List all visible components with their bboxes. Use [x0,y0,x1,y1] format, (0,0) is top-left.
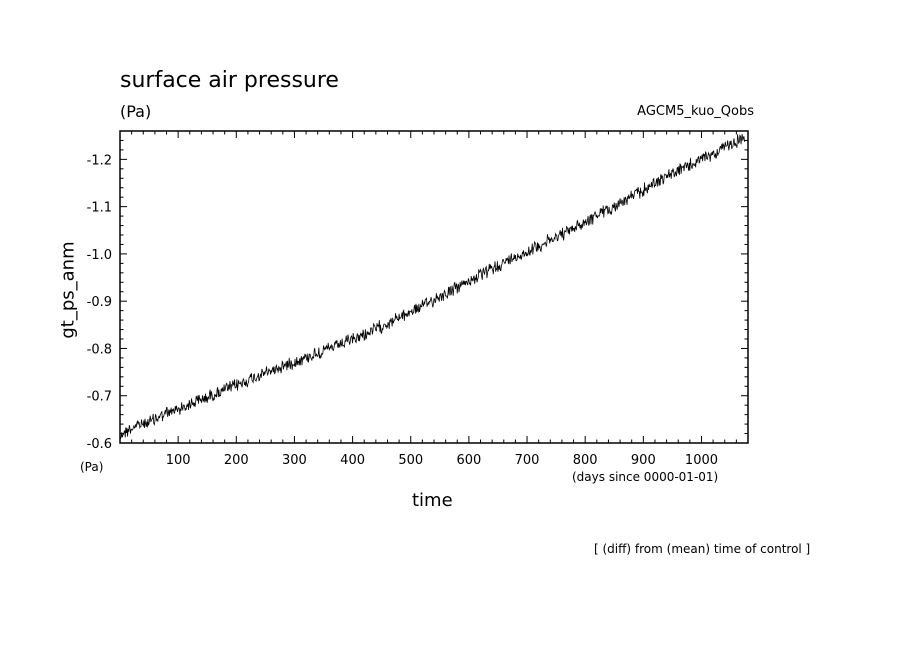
y-tick-label: -0.8 [87,342,112,357]
y-tick-label: -1.0 [87,248,112,263]
chart-title: surface air pressure [120,68,339,93]
series-line [119,134,746,440]
y-tick-label: -1.1 [87,201,112,216]
footnote: [ (diff) from (mean) time of control ] [594,542,811,556]
series-layer [119,134,746,440]
y-tick-label: -0.9 [87,295,112,310]
x-tick-label: 200 [224,453,249,468]
x-tick-label: 700 [515,453,540,468]
x-axis: 100 200 300 400 500 600 700 800 900 1000 [131,131,737,468]
x-tick-label: 1000 [685,453,718,468]
x-tick-label: 500 [398,453,423,468]
y-tick-label: -1.2 [87,153,112,168]
x-axis-unit: (days since 0000-01-01) [572,470,719,484]
y-tick-label: -0.6 [87,437,112,452]
x-tick-label: 100 [166,453,191,468]
x-tick-label: 800 [573,453,598,468]
x-tick-label: 400 [340,453,365,468]
x-axis-left-unit: (Pa) [80,460,104,474]
x-tick-label: 300 [282,453,307,468]
x-axis-label: time [412,490,453,511]
plot-frame [119,130,749,444]
y-tick-label: -0.7 [87,390,112,405]
y-axis: -0.6 -0.7 -0.8 -0.9 -1.0 -1.1 -1.2 [87,130,748,452]
x-tick-label: 900 [631,453,656,468]
y-unit-label: (Pa) [120,102,152,121]
run-name-label: AGCM5_kuo_Qobs [637,104,754,119]
x-tick-label: 600 [456,453,481,468]
